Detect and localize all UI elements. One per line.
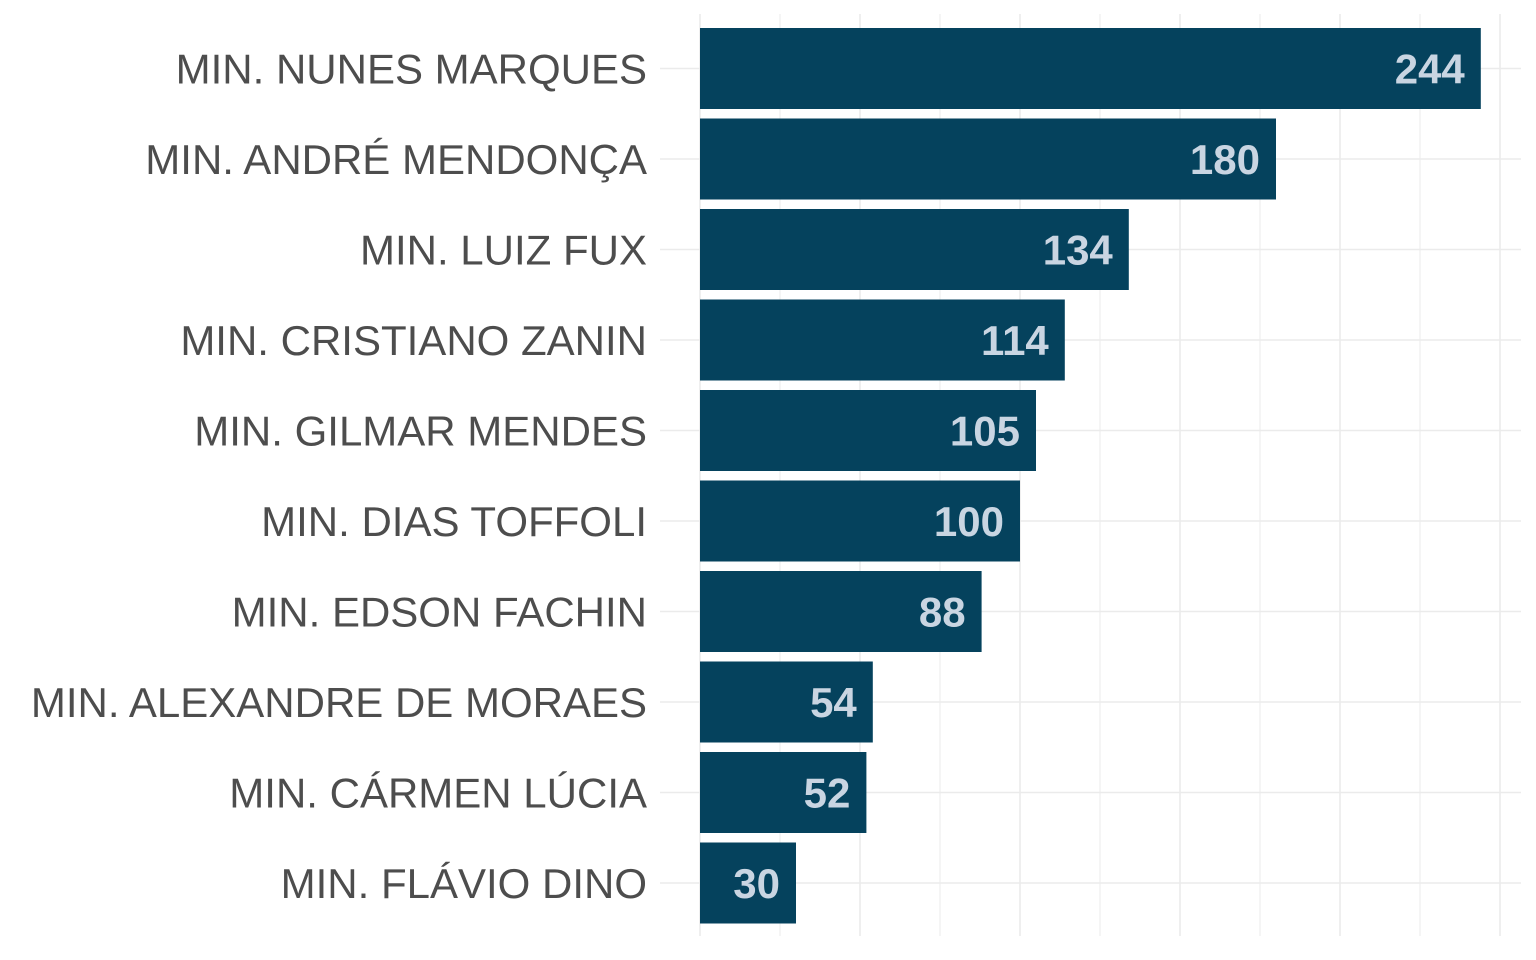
value-label: 105: [950, 408, 1020, 455]
value-label: 244: [1395, 46, 1466, 93]
bar: [700, 118, 1276, 200]
value-label: 88: [919, 589, 966, 636]
value-label: 30: [733, 860, 780, 907]
category-label: MIN. DIAS TOFFOLI: [261, 498, 647, 545]
value-label: 54: [810, 679, 857, 726]
bar: [700, 28, 1481, 109]
category-label: MIN. ALEXANDRE DE MORAES: [31, 679, 647, 726]
category-label: MIN. NUNES MARQUES: [176, 46, 647, 93]
value-label: 134: [1043, 227, 1114, 274]
bar: [700, 842, 796, 924]
category-label: MIN. CRISTIANO ZANIN: [180, 317, 647, 364]
bar: [700, 390, 1036, 471]
category-label: MIN. CÁRMEN LÚCIA: [229, 770, 647, 817]
category-label: MIN. FLÁVIO DINO: [281, 860, 647, 907]
value-label: 100: [934, 498, 1004, 545]
value-label: 114: [981, 317, 1049, 364]
bars: [700, 28, 1481, 924]
bar: [700, 571, 982, 652]
bar: [700, 299, 1065, 381]
value-labels: 244 180 134 114 105 100 88 54 52 30: [733, 46, 1465, 908]
category-labels: MIN. NUNES MARQUES MIN. ANDRÉ MENDONÇA MIN…: [31, 46, 647, 908]
category-label: MIN. ANDRÉ MENDONÇA: [145, 136, 647, 183]
value-label: 52: [804, 770, 851, 817]
bar: [700, 661, 873, 743]
bar: [700, 209, 1129, 290]
category-label: MIN. GILMAR MENDES: [194, 408, 647, 455]
category-label: MIN. EDSON FACHIN: [232, 589, 647, 636]
bar: [700, 752, 867, 833]
category-label: MIN. LUIZ FUX: [360, 227, 647, 274]
value-label: 180: [1190, 136, 1260, 183]
bar: [700, 480, 1020, 562]
